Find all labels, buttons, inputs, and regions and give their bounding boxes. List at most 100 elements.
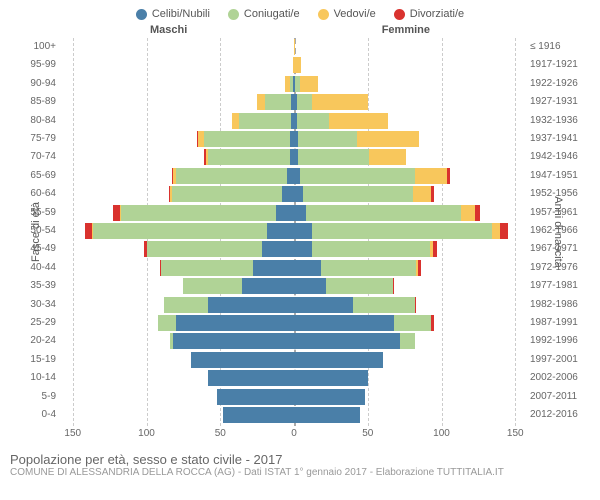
bar-half [232,113,294,129]
bar-half [294,241,437,257]
year-label: 1987-1991 [530,317,584,328]
bar-segment [312,223,492,239]
age-label: 10-14 [20,372,56,383]
bar-row [58,332,530,350]
age-label: 15-19 [20,354,56,365]
bar-segment [357,131,419,147]
bar-half [294,223,508,239]
bar-segment [113,205,120,221]
bar-segment [294,297,353,313]
legend-item: Celibi/Nubili [136,8,210,20]
age-label: 5-9 [20,391,56,402]
x-tick: 0 [291,428,297,439]
bar-half [294,205,480,221]
bar-row [58,56,530,74]
age-label: 75-79 [20,133,56,144]
year-label: 2007-2011 [530,391,584,402]
bar-half [294,370,368,386]
legend-label: Coniugati/e [244,8,300,20]
bar-segment [93,223,267,239]
bar-segment [312,94,368,110]
bar-half [191,352,294,368]
bar-half [285,76,294,92]
bar-segment [85,223,92,239]
year-label: 1992-1996 [530,335,584,346]
bar-row [58,406,530,424]
bar-half [257,94,294,110]
bar-segment [294,241,312,257]
bar-row [58,112,530,130]
bar-row [58,314,530,332]
age-label: 65-69 [20,170,56,181]
bar-half [208,370,294,386]
age-label: 50-54 [20,225,56,236]
year-label: ≤ 1916 [530,41,584,52]
bar-segment [294,57,301,73]
bar-segment [208,370,294,386]
bar-segment [173,333,294,349]
bar-segment [294,352,383,368]
year-label: 1982-1986 [530,299,584,310]
bar-half [169,186,294,202]
bar-segment [164,297,208,313]
bar-half [294,260,421,276]
bar-row [58,222,530,240]
year-label: 1917-1921 [530,59,584,70]
year-label: 2012-2016 [530,409,584,420]
year-label: 1952-1956 [530,188,584,199]
legend-item: Coniugati/e [228,8,300,20]
bar-half [294,352,383,368]
bar-segment [413,186,431,202]
bar-half [85,223,294,239]
age-label: 35-39 [20,280,56,291]
bar-segment [176,168,287,184]
bar-row [58,185,530,203]
bar-segment [433,241,437,257]
bar-segment [326,278,392,294]
bar-segment [297,113,329,129]
caption-title: Popolazione per età, sesso e stato civil… [10,452,590,467]
age-label: 85-89 [20,96,56,107]
bar-segment [415,168,447,184]
bar-segment [287,168,294,184]
bar-segment [400,333,415,349]
bar-segment [297,94,312,110]
x-tick: 50 [362,428,373,439]
x-tick: 100 [433,428,450,439]
x-tick: 150 [507,428,524,439]
bar-half [197,131,294,147]
bar-row [58,296,530,314]
year-label: 1937-1941 [530,133,584,144]
caption-subtitle: COMUNE DI ALESSANDRIA DELLA ROCCA (AG) -… [10,467,590,478]
age-label: 60-64 [20,188,56,199]
bar-segment [294,389,365,405]
age-label: 30-34 [20,299,56,310]
bar-row [58,369,530,387]
legend-swatch [228,9,239,20]
bar-segment [294,39,295,55]
bar-segment [431,186,434,202]
bar-half [294,389,365,405]
bar-segment [393,278,394,294]
legend-label: Celibi/Nubili [152,8,210,20]
year-label: 1972-1976 [530,262,584,273]
bar-half [294,39,295,55]
caption: Popolazione per età, sesso e stato civil… [0,446,600,480]
age-label: 95-99 [20,59,56,70]
bar-row [58,130,530,148]
bar-segment [418,260,421,276]
bar-half [170,333,294,349]
bar-segment [353,297,415,313]
column-headers: Maschi Femmine [0,24,600,38]
bar-segment [257,94,264,110]
bar-segment [265,94,292,110]
bar-half [294,168,450,184]
bar-segment [253,260,294,276]
bar-half [144,241,294,257]
bar-segment [294,278,326,294]
age-label: 20-24 [20,335,56,346]
bar-half [204,149,294,165]
bar-segment [294,260,321,276]
bar-segment [298,131,357,147]
bar-segment [294,407,360,423]
